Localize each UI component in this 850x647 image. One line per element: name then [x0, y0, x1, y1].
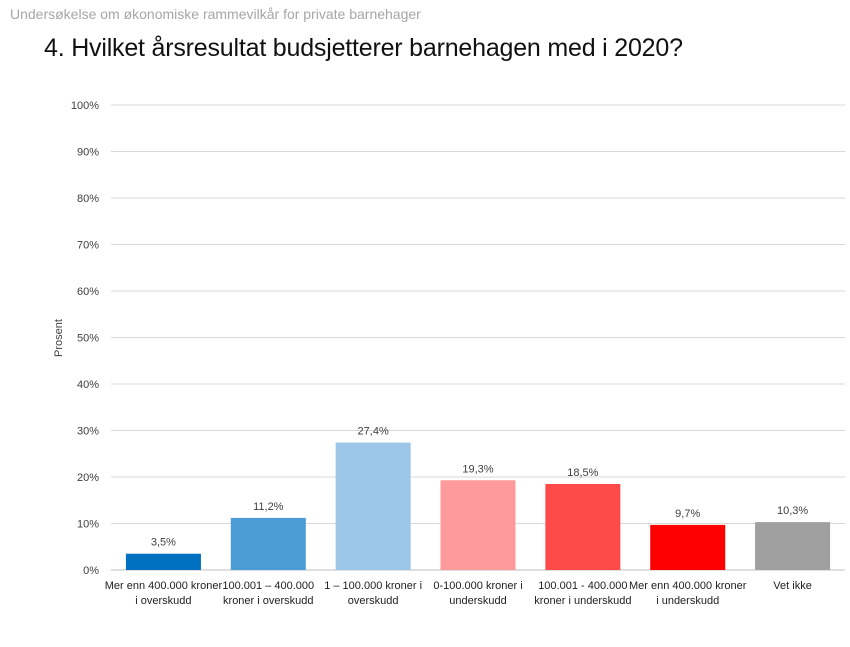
y-tick-label: 0%: [83, 565, 99, 577]
y-tick-label: 60%: [77, 286, 99, 298]
y-axis-label: Prosent: [53, 319, 65, 357]
y-tick-label: 40%: [77, 379, 99, 391]
bar: [755, 522, 831, 570]
category-label: Vet ikke: [773, 580, 812, 592]
bar: [650, 524, 726, 570]
y-tick-label: 50%: [77, 333, 99, 345]
bar: [230, 517, 306, 570]
data-label: 27,4%: [358, 426, 389, 438]
data-label: 3,5%: [151, 537, 176, 549]
y-tick-label: 30%: [77, 426, 99, 438]
category-label: 1 – 100.000 kroner i overskudd: [324, 580, 423, 607]
category-label: 100.001 - 400.000 kroner i underskudd: [534, 580, 632, 607]
data-label: 10,3%: [777, 505, 808, 517]
data-label: 19,3%: [462, 463, 493, 475]
data-label: 18,5%: [567, 467, 598, 479]
data-label: 9,7%: [675, 508, 700, 520]
chart-title: 4. Hvilket årsresultat budsjetterer barn…: [44, 34, 683, 62]
category-label: Mer enn 400.000 kroner i overskudd: [104, 580, 223, 607]
category-label: 100.001 – 400.000 kroner i overskudd: [222, 580, 315, 607]
bar: [440, 480, 516, 570]
bar: [125, 553, 201, 570]
survey-header: Undersøkelse om økonomiske rammevilkår f…: [10, 6, 421, 22]
y-tick-label: 20%: [77, 472, 99, 484]
y-tick-label: 80%: [77, 193, 99, 205]
category-label: 0-100.000 kroner i underskudd: [433, 580, 523, 607]
bar: [545, 483, 621, 570]
y-tick-label: 70%: [77, 240, 99, 252]
y-tick-label: 10%: [77, 519, 99, 531]
data-label: 11,2%: [253, 501, 284, 513]
bar: [335, 442, 411, 570]
y-tick-label: 90%: [77, 147, 99, 159]
data-labels: 3,5% 11,2% 27,4% 19,3% 18,5% 9,7% 10,3%: [151, 426, 808, 549]
category-label: Mer enn 400.000 kroner i underskudd: [628, 580, 747, 607]
y-axis-ticks: 0% 10% 20% 30% 40% 50% 60% 70% 80% 90% 100%: [71, 100, 99, 577]
y-tick-label: 100%: [71, 100, 99, 112]
bars: [125, 442, 831, 570]
